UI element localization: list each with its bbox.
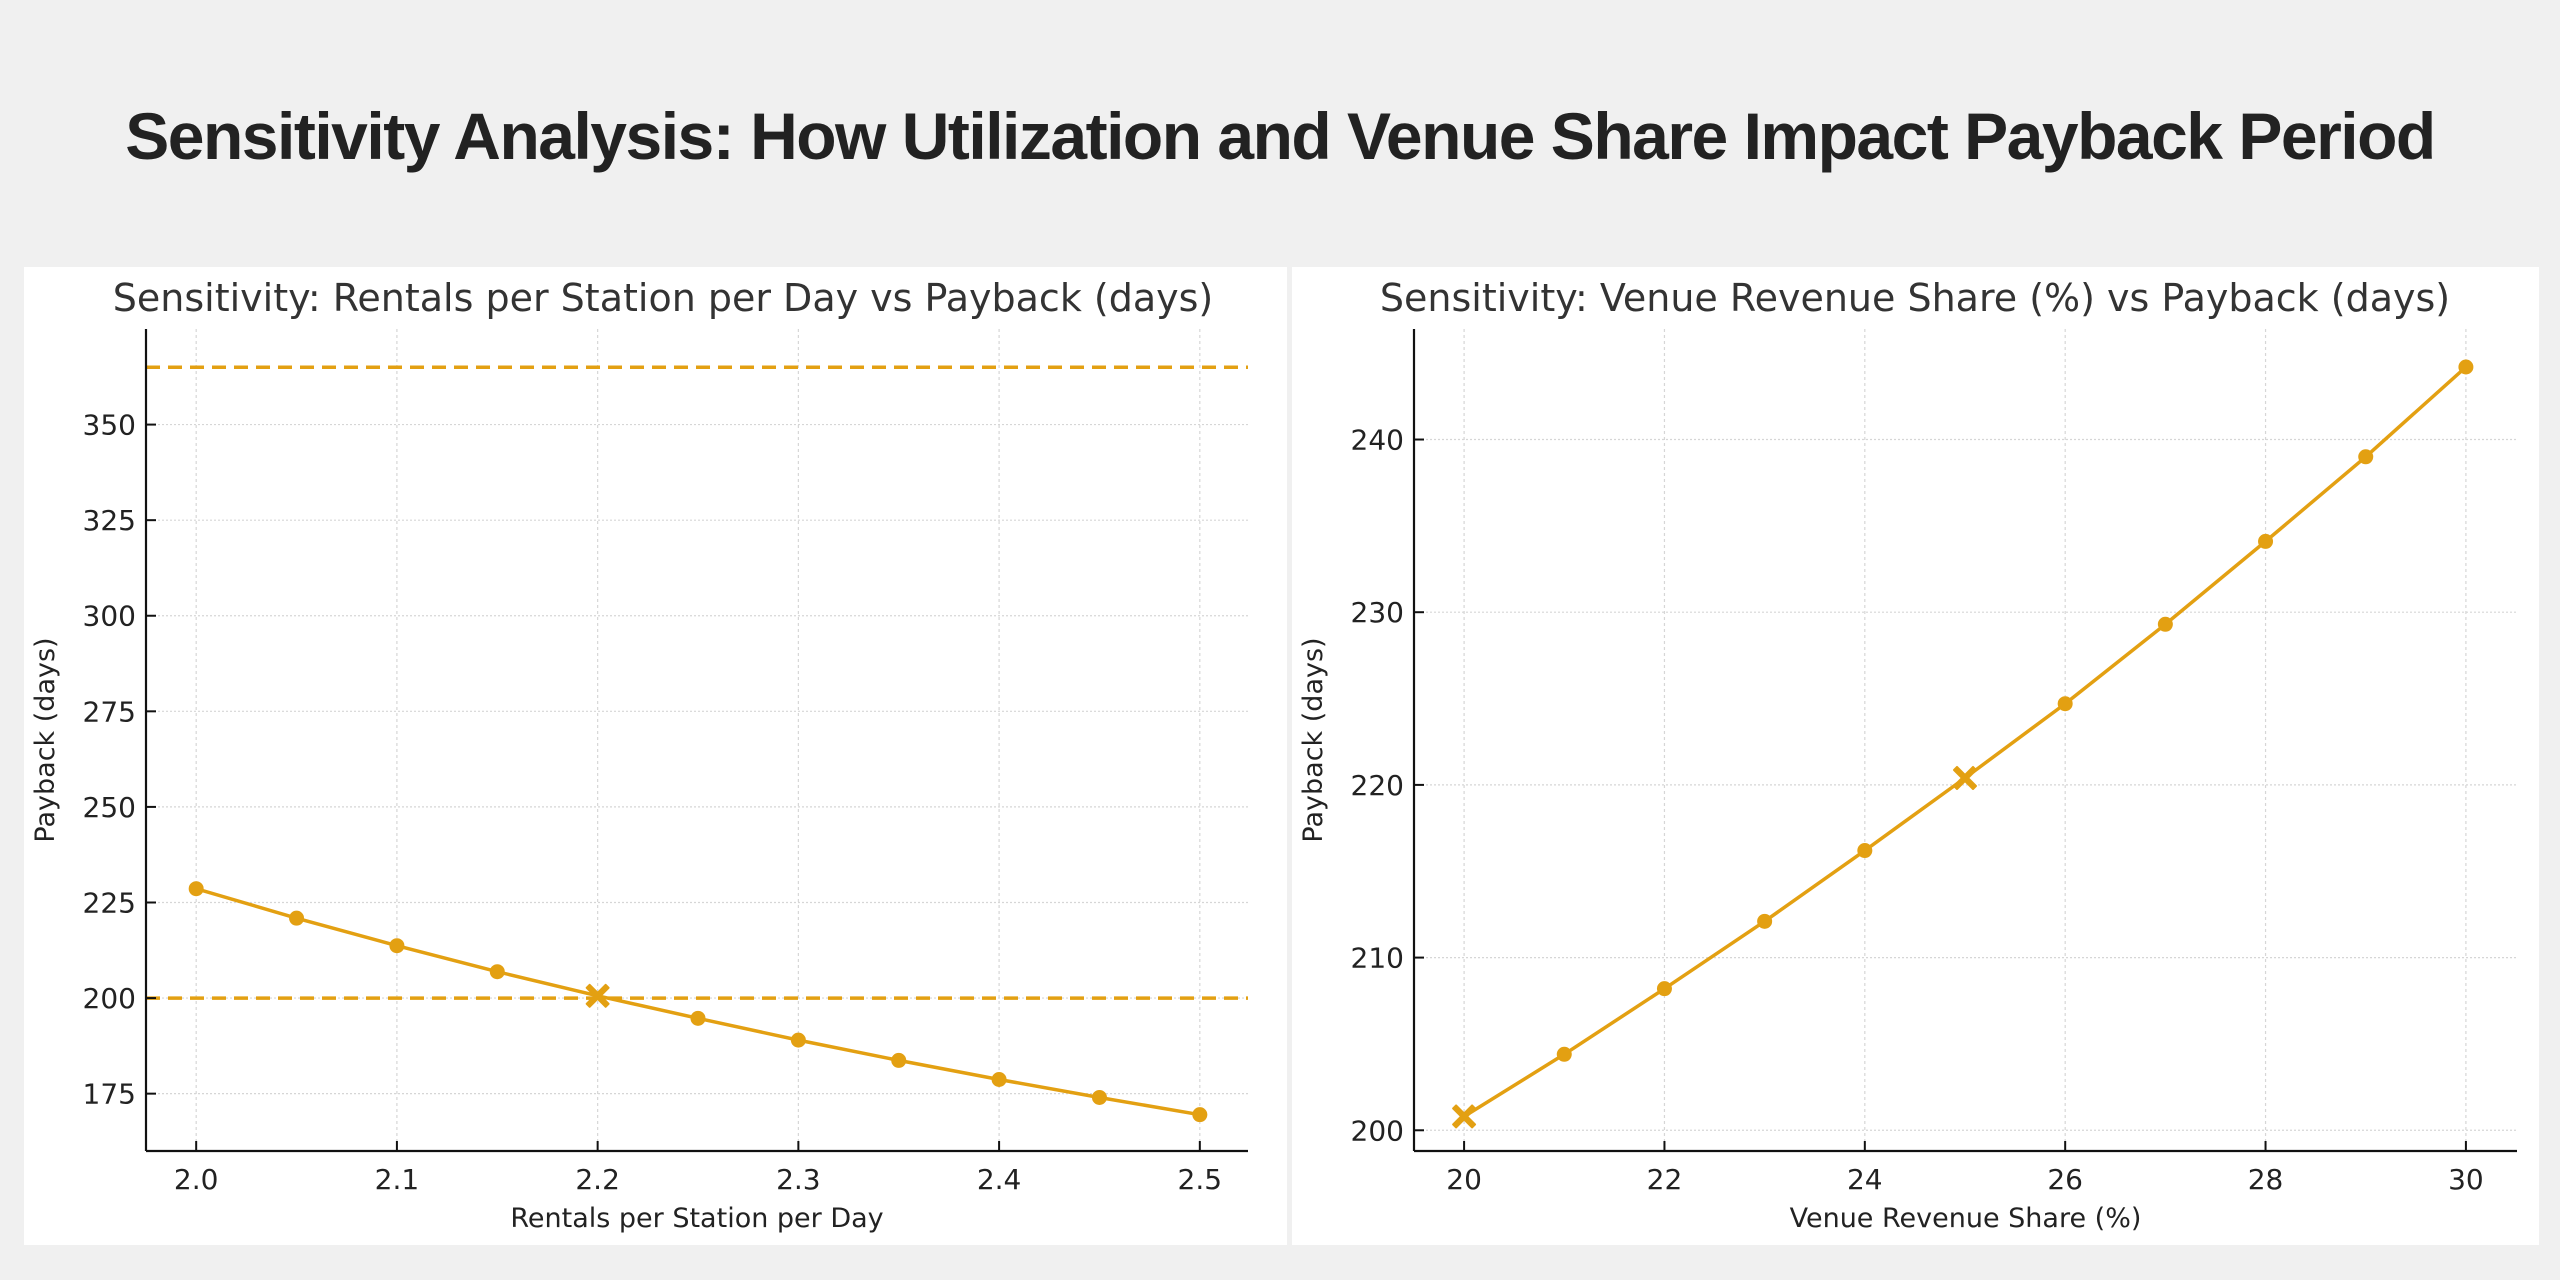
rentals-sensitivity-chart: Sensitivity: Rentals per Station per Day…: [30, 276, 1248, 1234]
x-tick-label: 2.0: [174, 1163, 219, 1196]
x-axis-label: Venue Revenue Share (%): [1790, 1203, 2142, 1234]
baseline-x-marker: [585, 983, 610, 1008]
data-point: [2157, 616, 2173, 632]
x-tick-label: 24: [1847, 1163, 1883, 1196]
x-tick-label: 2.5: [1178, 1163, 1223, 1196]
data-point: [991, 1072, 1007, 1088]
y-tick-label: 240: [1351, 424, 1404, 457]
data-point: [2358, 449, 2374, 465]
data-point: [1192, 1107, 1208, 1123]
data-point: [1857, 843, 1873, 859]
data-point: [389, 938, 405, 954]
page-title: Sensitivity Analysis: How Utilization an…: [125, 99, 2436, 173]
y-tick-label: 250: [83, 791, 136, 824]
y-tick-label: 210: [1351, 942, 1404, 975]
data-point: [1656, 981, 1672, 997]
x-tick-label: 2.1: [375, 1163, 420, 1196]
data-point: [1556, 1046, 1572, 1062]
chart-title: Sensitivity: Rentals per Station per Day…: [113, 276, 1214, 320]
x-tick-label: 2.4: [977, 1163, 1022, 1196]
x-tick-label: 28: [2248, 1163, 2284, 1196]
data-point: [2057, 696, 2073, 712]
x-tick-label: 2.3: [776, 1163, 821, 1196]
chart-panel-rentals: Sensitivity: Rentals per Station per Day…: [24, 267, 1287, 1245]
data-point: [1091, 1089, 1107, 1105]
series-line: [195, 887, 1201, 1117]
y-tick-label: 225: [83, 886, 136, 919]
y-tick-label: 230: [1351, 596, 1404, 629]
y-tick-label: 175: [83, 1078, 136, 1111]
y-tick-label: 220: [1351, 769, 1404, 802]
chart-title: Sensitivity: Venue Revenue Share (%) vs …: [1380, 276, 2450, 320]
y-tick-label: 300: [83, 600, 136, 633]
y-tick-label: 275: [83, 695, 136, 728]
y-tick-label: 325: [83, 504, 136, 537]
data-point: [489, 964, 505, 980]
data-point: [690, 1010, 706, 1026]
x-tick-label: 20: [1446, 1163, 1482, 1196]
data-point: [2258, 533, 2274, 549]
y-tick-label: 200: [83, 982, 136, 1015]
x-axis-label: Rentals per Station per Day: [510, 1203, 883, 1234]
y-tick-label: 350: [83, 409, 136, 442]
x-tick-label: 26: [2047, 1163, 2083, 1196]
x-tick-label: 30: [2448, 1163, 2484, 1196]
venue-share-sensitivity-chart: Sensitivity: Venue Revenue Share (%) vs …: [1298, 276, 2517, 1234]
baseline-x-marker: [1452, 1104, 1477, 1129]
x-tick-label: 2.2: [575, 1163, 620, 1196]
data-point: [2458, 359, 2474, 375]
data-point: [891, 1052, 907, 1068]
series-line: [1463, 365, 2468, 1118]
x-tick-label: 22: [1647, 1163, 1683, 1196]
baseline-x-marker: [1952, 765, 1977, 790]
chart-panel-venue-share: Sensitivity: Venue Revenue Share (%) vs …: [1292, 267, 2539, 1245]
data-point: [1757, 913, 1773, 929]
data-point: [188, 881, 204, 897]
y-tick-label: 200: [1351, 1114, 1404, 1147]
y-axis-label: Payback (days): [1298, 637, 1329, 842]
data-point: [289, 910, 305, 926]
y-axis-label: Payback (days): [30, 637, 61, 842]
data-point: [790, 1032, 806, 1048]
